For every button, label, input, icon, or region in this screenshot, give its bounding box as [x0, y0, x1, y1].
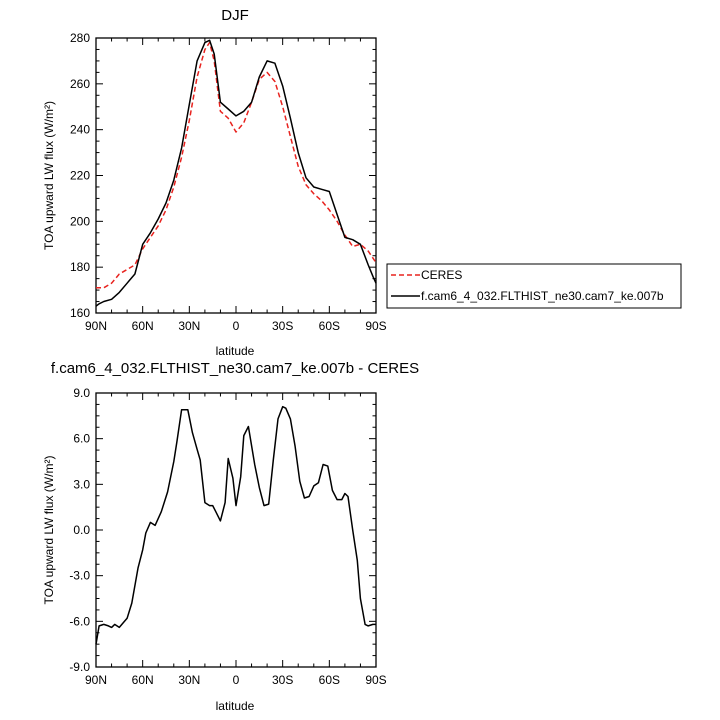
- x-ticks: 90N 60N 30N 0 30S 60S 90S: [85, 393, 387, 687]
- x-tick-label: 60S: [319, 319, 340, 333]
- y-tick-label: 6.0: [73, 432, 90, 446]
- legend-label-model: f.cam6_4_032.FLTHIST_ne30.cam7_ke.007b: [421, 289, 664, 303]
- y-tick-label: -6.0: [69, 614, 90, 628]
- x-tick-label: 0: [233, 673, 240, 687]
- x-tick-label: 90S: [365, 673, 386, 687]
- y-tick-label: -9.0: [69, 660, 90, 674]
- x-ticks: 90N 60N 30N 0 30S 60S 90S: [85, 38, 387, 333]
- legend: CERES f.cam6_4_032.FLTHIST_ne30.cam7_ke.…: [386, 263, 682, 309]
- x-axis-label: latitude: [216, 344, 255, 358]
- y-axis-label: TOA upward LW flux (W/m²): [42, 456, 56, 605]
- y-axis-label: TOA upward LW flux (W/m²): [42, 101, 56, 250]
- y-tick-label: 260: [70, 77, 90, 91]
- x-tick-label: 60N: [132, 673, 154, 687]
- y-tick-label: 9.0: [73, 386, 90, 400]
- series-lines: [95, 39, 377, 307]
- y-tick-label: 200: [70, 214, 90, 228]
- y-tick-label: 180: [70, 260, 90, 274]
- x-tick-label: 90N: [85, 673, 107, 687]
- x-tick-label: 90N: [85, 319, 107, 333]
- plot-frame: [95, 37, 377, 314]
- legend-box: [386, 263, 682, 309]
- x-tick-label: 90S: [365, 319, 386, 333]
- x-tick-label: 30S: [272, 319, 293, 333]
- y-tick-label: 240: [70, 123, 90, 137]
- series-lines: [95, 405, 376, 645]
- chart-title: DJF: [221, 7, 249, 24]
- top-panel: DJF 160 180 200 220 240 260 280 90N 60N 30N 0 30S 6…: [42, 7, 387, 358]
- y-ticks: -9.0 -6.0 -3.0 0.0 3.0 6.0 9.0: [69, 386, 376, 674]
- x-axis-label: latitude: [216, 699, 255, 713]
- y-tick-label: 220: [70, 169, 90, 183]
- x-tick-label: 60N: [132, 319, 154, 333]
- y-tick-label: 3.0: [73, 477, 90, 491]
- legend-label-ceres: CERES: [421, 268, 462, 282]
- bottom-panel: f.cam6_4_032.FLTHIST_ne30.cam7_ke.007b -…: [42, 360, 419, 713]
- y-tick-label: 160: [70, 306, 90, 320]
- y-tick-label: -3.0: [69, 569, 90, 583]
- y-tick-label: 280: [70, 31, 90, 45]
- x-tick-label: 30S: [272, 673, 293, 687]
- difference-chart-title: f.cam6_4_032.FLTHIST_ne30.cam7_ke.007b -…: [51, 360, 419, 377]
- model-series-line: [95, 39, 377, 307]
- ceres-series-line: [96, 41, 377, 289]
- x-tick-label: 30N: [178, 673, 200, 687]
- x-tick-label: 30N: [178, 319, 200, 333]
- model-series-line: [95, 405, 376, 645]
- x-tick-label: 60S: [319, 673, 340, 687]
- plot-frame: [95, 392, 377, 668]
- x-tick-label: 0: [233, 319, 240, 333]
- y-ticks: 160 180 200 220 240 260 280: [70, 31, 376, 320]
- y-tick-label: 0.0: [73, 523, 90, 537]
